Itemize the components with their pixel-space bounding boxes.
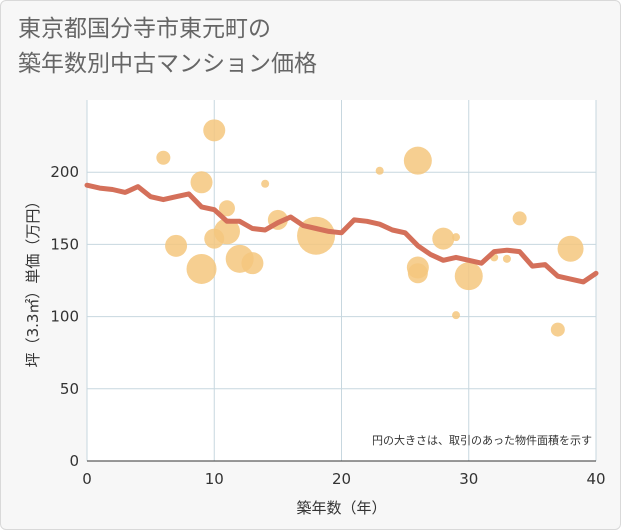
data-point	[241, 252, 264, 275]
data-point	[203, 119, 226, 142]
data-point	[550, 322, 565, 337]
data-point	[502, 254, 511, 263]
data-point	[186, 253, 217, 284]
data-point	[165, 234, 188, 257]
y-tick-label: 50	[60, 380, 79, 398]
data-point	[454, 262, 483, 291]
x-tick-label: 20	[332, 470, 351, 488]
chart-title-line-1: 東京都国分寺市東元町の	[18, 16, 271, 42]
chart-title-line-2: 築年数別中古マンション価格	[18, 51, 317, 77]
x-axis-label: 築年数（年）	[296, 499, 386, 517]
y-tick-label: 100	[50, 308, 79, 326]
data-point	[218, 200, 235, 217]
data-point	[512, 211, 527, 226]
data-point	[156, 150, 171, 165]
y-tick-label: 200	[50, 163, 79, 181]
x-tick-label: 0	[82, 470, 92, 488]
data-point	[557, 235, 584, 262]
data-point	[213, 218, 240, 245]
data-point	[261, 179, 270, 188]
size-note: 円の大きさは、取引のあった物件面積を示す	[372, 433, 592, 447]
y-axis-label: 坪（3.3㎡）単価（万円）	[24, 194, 42, 368]
y-tick-label: 150	[50, 235, 79, 253]
data-point	[407, 263, 428, 284]
data-point	[452, 311, 461, 320]
x-tick-label: 30	[459, 470, 478, 488]
trend-line	[84, 182, 599, 285]
data-point	[190, 171, 213, 194]
x-tick-label: 10	[205, 470, 224, 488]
x-tick-label: 40	[586, 470, 605, 488]
tick-labels: 0 50 100 150 200 0 10 20 30 40	[50, 163, 605, 488]
y-tick-label: 0	[69, 452, 79, 470]
data-point	[452, 233, 461, 242]
chart-title: 東京都国分寺市東元町の 築年数別中古マンション価格	[18, 12, 317, 82]
data-point	[432, 227, 455, 250]
data-point	[403, 146, 432, 175]
data-point	[375, 166, 384, 175]
